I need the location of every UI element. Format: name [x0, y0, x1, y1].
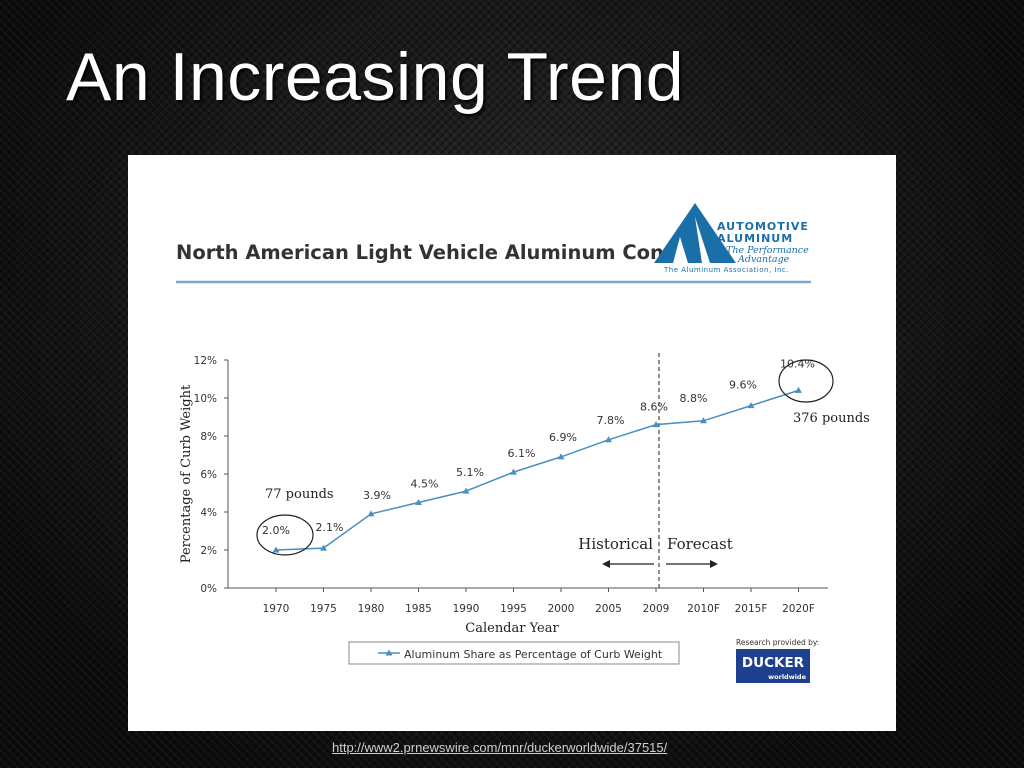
y-tick-label: 12% — [194, 355, 217, 367]
ducker-caption: Research provided by: — [736, 638, 819, 647]
data-point — [415, 499, 422, 505]
x-tick-label: 2009 — [643, 603, 670, 615]
source-link[interactable]: http://www2.prnewswire.com/mnr/duckerwor… — [332, 740, 668, 755]
data-point — [320, 544, 327, 551]
historical-arrow-icon — [602, 560, 654, 568]
chart-title: North American Light Vehicle Aluminum Co… — [176, 241, 710, 264]
end-circle — [778, 359, 834, 403]
legend: Aluminum Share as Percentage of Curb Wei… — [348, 641, 680, 665]
data-point — [747, 402, 755, 409]
y-tick-label: 4% — [200, 507, 217, 519]
data-label: 5.1% — [456, 466, 484, 479]
data-label: 3.9% — [363, 489, 391, 502]
x-tick-label: 1990 — [453, 603, 480, 615]
x-tick-label: 1995 — [500, 603, 527, 615]
end-pounds-annotation: 376 pounds — [793, 411, 870, 426]
start-circle — [256, 514, 314, 556]
chart-figure: North American Light Vehicle Aluminum Co… — [176, 203, 870, 683]
logo-line1: AUTOMOTIVE — [717, 220, 809, 233]
data-point — [557, 453, 565, 460]
x-tick-label: 2005 — [595, 603, 622, 615]
x-tick-label: 2020F — [782, 603, 815, 615]
data-point — [605, 436, 612, 443]
series-markers — [272, 386, 802, 553]
y-ticks: 0% 2% 4% 6% 8% 10% 12% — [194, 355, 228, 595]
data-point — [510, 468, 517, 475]
ducker-sub: worldwide — [768, 673, 806, 681]
ducker-name: DUCKER — [742, 655, 805, 671]
data-label: 8.8% — [680, 392, 708, 405]
chart-panel: North American Light Vehicle Aluminum Co… — [128, 155, 896, 731]
x-tick-label: 2010F — [687, 603, 720, 615]
data-point — [367, 510, 375, 517]
data-label: 7.8% — [597, 414, 625, 427]
forecast-arrow-icon — [666, 560, 718, 568]
data-point — [795, 386, 802, 393]
y-tick-label: 6% — [200, 469, 217, 481]
ducker-logo: Research provided by: DUCKER worldwide — [736, 638, 819, 683]
data-labels: 2.0% 2.1% 3.9% 4.5% 5.1% 6.1% 6.9% 7.8% 8.6% 8.8%… — [262, 357, 815, 537]
y-tick-label: 10% — [194, 393, 217, 405]
forecast-label: Forecast — [667, 535, 733, 553]
data-point — [462, 487, 470, 494]
x-tick-label: 1970 — [263, 603, 290, 615]
y-axis-label: Percentage of Curb Weight — [179, 384, 194, 563]
logo-line4: Advantage — [737, 254, 790, 265]
logo-line3: The Performance — [726, 245, 809, 256]
y-tick-label: 0% — [200, 583, 217, 595]
logo-line2: ALUMINUM — [717, 232, 793, 245]
legend-marker-icon — [385, 649, 393, 656]
legend-label: Aluminum Share as Percentage of Curb Wei… — [404, 648, 663, 661]
x-ticks: 1970 1975 1980 1985 1990 1995 2000 2005 2009 2010… — [263, 588, 815, 615]
x-axis-label: Calendar Year — [465, 621, 559, 636]
slide-title: An Increasing Trend — [66, 39, 685, 115]
y-tick-label: 8% — [200, 431, 217, 443]
automotive-aluminum-logo: AUTOMOTIVE ALUMINUM The Performance Adva… — [654, 203, 809, 274]
data-point — [700, 417, 707, 424]
data-point — [272, 546, 280, 553]
data-label: 9.6% — [729, 379, 757, 392]
x-tick-label: 1980 — [358, 603, 385, 615]
logo-line5: The Aluminum Association, Inc. — [663, 266, 789, 274]
series-line — [275, 389, 799, 551]
y-tick-label: 2% — [200, 545, 217, 557]
data-label: 10.4% — [780, 357, 815, 370]
x-tick-label: 2015F — [735, 603, 768, 615]
historical-label: Historical — [578, 535, 653, 553]
data-point — [652, 421, 660, 428]
data-label: 6.9% — [549, 431, 577, 444]
data-label: 8.6% — [640, 401, 668, 414]
x-tick-label: 1985 — [405, 603, 432, 615]
logo-triangle-icon — [654, 203, 736, 263]
data-label: 4.5% — [411, 478, 439, 491]
x-tick-label: 2000 — [548, 603, 575, 615]
legend-box — [348, 641, 680, 665]
data-label: 2.0% — [262, 524, 290, 537]
data-label: 2.1% — [316, 521, 344, 534]
start-pounds-annotation: 77 pounds — [265, 487, 334, 502]
x-tick-label: 1975 — [310, 603, 337, 615]
data-label: 6.1% — [508, 447, 536, 460]
